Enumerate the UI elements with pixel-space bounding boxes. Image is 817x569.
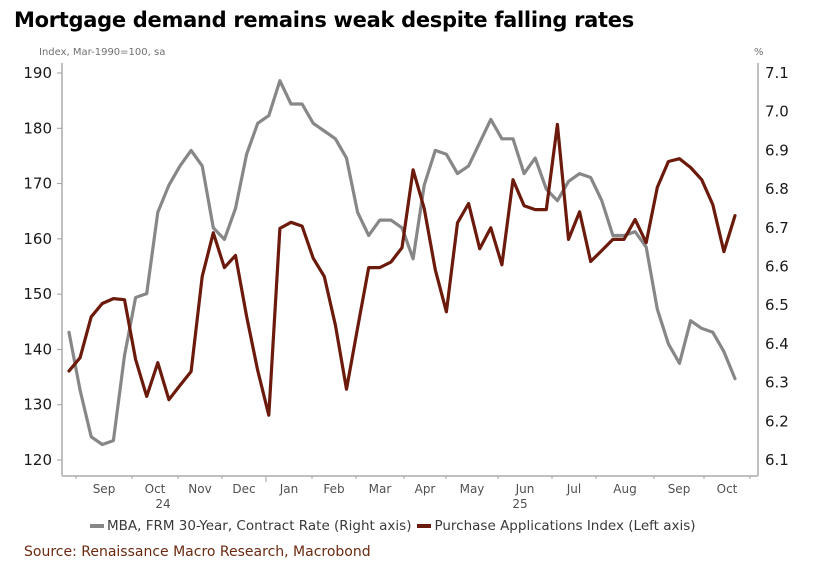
right-tick-label: 6.9 (765, 141, 789, 159)
x-tick-label: Sep (93, 482, 116, 496)
series-lines (67, 79, 737, 447)
x-tick-label: Feb (323, 482, 344, 496)
axes (61, 63, 759, 477)
left-axis-ticks: 120 130 140 150 160 170 180 190 (23, 64, 62, 469)
series-line-purchase-index (67, 122, 737, 417)
x-tick-label: Nov (188, 482, 211, 496)
left-tick-label: 140 (23, 340, 52, 358)
x-tick-label: Jan (279, 482, 299, 496)
left-tick-label: 150 (23, 285, 52, 303)
left-tick-label: 130 (23, 396, 52, 414)
x-tick-label: Apr (415, 482, 436, 496)
right-axis-unit-label: % (754, 47, 764, 58)
x-tick-label: Mar (369, 482, 392, 496)
x-tick-label: Oct (717, 482, 738, 496)
right-tick-label: 6.6 (765, 258, 789, 276)
left-tick-label: 160 (23, 230, 52, 248)
legend-label-index: Purchase Applications Index (Left axis) (434, 518, 696, 534)
x-tick-label: Jul (566, 482, 581, 496)
legend-item-rate: MBA, FRM 30-Year, Contract Rate (Right a… (90, 518, 411, 534)
left-tick-label: 190 (23, 64, 52, 82)
right-tick-label: 6.3 (765, 374, 789, 392)
legend-swatch-index (417, 524, 432, 528)
x-tick-label: Aug (613, 482, 636, 496)
left-tick-label: 120 (23, 451, 52, 469)
series-line-mortgage-rate (67, 79, 737, 447)
x-tick-label: May (460, 482, 485, 496)
right-tick-label: 7.1 (765, 64, 789, 82)
legend: MBA, FRM 30-Year, Contract Rate (Right a… (90, 518, 702, 534)
legend-swatch-rate (90, 524, 104, 528)
x-year-label: 24 (155, 497, 170, 511)
right-tick-label: 6.1 (765, 451, 789, 469)
right-tick-label: 6.7 (765, 219, 789, 237)
right-tick-label: 6.4 (765, 335, 789, 353)
legend-item-index: Purchase Applications Index (Left axis) (417, 518, 696, 534)
right-axis-ticks: 6.1 6.2 6.3 6.4 6.5 6.6 6.7 6.8 6.9 7.0 7.1 (765, 64, 789, 469)
x-tick-label: Sep (668, 482, 691, 496)
legend-label-rate: MBA, FRM 30-Year, Contract Rate (Right a… (107, 518, 412, 534)
x-tick-label: Jun (515, 482, 535, 496)
right-tick-label: 7.0 (765, 103, 789, 121)
x-tick-label: Dec (232, 482, 255, 496)
source-note: Source: Renaissance Macro Research, Macr… (24, 544, 371, 560)
x-axis-ticks: Sep Oct Nov Dec Jan Feb Mar Apr May Jun Jul Aug Sep O… (75, 476, 751, 511)
left-tick-label: 170 (23, 175, 52, 193)
right-tick-label: 6.2 (765, 412, 789, 430)
chart-title: Mortgage demand remains weak despite fal… (14, 8, 634, 32)
left-tick-label: 180 (23, 119, 52, 137)
x-tick-label: Oct (145, 482, 166, 496)
right-tick-label: 6.8 (765, 180, 789, 198)
right-tick-label: 6.5 (765, 296, 789, 314)
left-axis-unit-label: Index, Mar-1990=100, sa (39, 47, 166, 58)
x-year-label: 25 (512, 497, 527, 511)
